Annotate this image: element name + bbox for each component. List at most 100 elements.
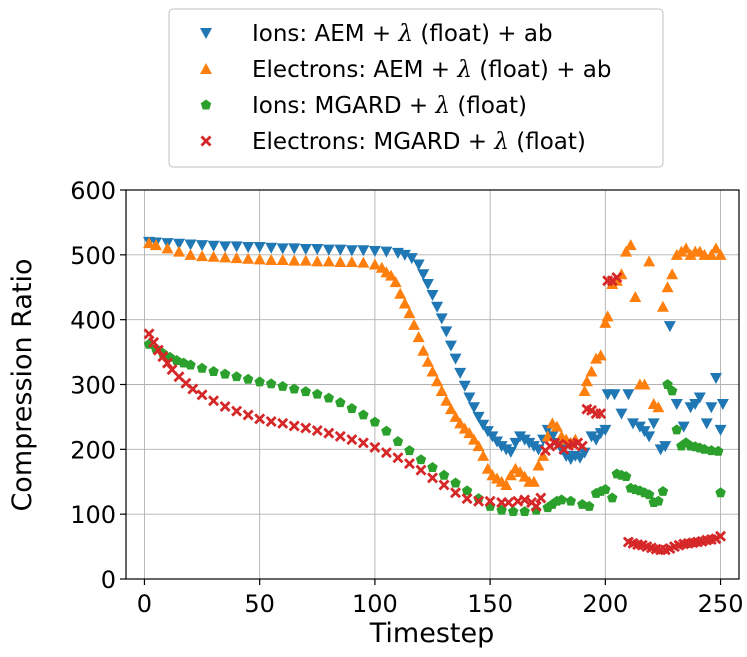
data-point (254, 376, 265, 387)
data-point (357, 437, 369, 449)
data-point (652, 401, 665, 413)
data-point (504, 469, 517, 481)
data-point (594, 349, 607, 361)
data-point (148, 336, 160, 348)
legend-entry-prefix: Ions: AEM + (252, 21, 398, 47)
legend-entry-suffix: (float) (450, 93, 527, 119)
data-point (509, 437, 522, 449)
data-point (300, 386, 311, 397)
data-point (412, 331, 425, 343)
data-point (595, 408, 607, 420)
data-point (477, 449, 490, 461)
data-point (484, 495, 496, 507)
data-point (535, 492, 547, 504)
data-point (576, 440, 588, 452)
x-tick-label: 0 (137, 590, 152, 618)
axis-ticks: 0 50 100 150 200 250 0 100 200 300 400 500 600 (70, 177, 743, 618)
data-point (405, 253, 418, 265)
data-point (461, 493, 473, 505)
data-point (670, 398, 683, 410)
data-point (705, 248, 718, 260)
data-point (496, 504, 507, 515)
data-point (657, 485, 669, 496)
data-point (622, 389, 635, 401)
data-point (173, 245, 186, 257)
data-point (601, 310, 614, 322)
data-point (620, 245, 633, 257)
data-point (265, 415, 277, 427)
data-point (556, 494, 567, 505)
data-point (537, 449, 550, 461)
data-point (608, 389, 621, 401)
data-point (532, 459, 545, 471)
lambda-symbol: λ (456, 57, 472, 83)
data-point (599, 316, 612, 328)
legend-entry-1: Ions: AEM + λ (float) + ab (252, 21, 553, 47)
data-point (392, 436, 404, 446)
data-point (426, 290, 439, 302)
data-point (435, 384, 448, 396)
legend-marker (200, 99, 212, 110)
data-point (311, 425, 323, 437)
data-point (299, 243, 312, 255)
data-point (519, 494, 531, 506)
data-point (715, 530, 727, 542)
data-point (242, 373, 254, 384)
data-point (666, 268, 679, 280)
data-point (643, 431, 656, 443)
legend-marker (200, 28, 212, 39)
data-point (207, 250, 220, 262)
data-point (449, 353, 462, 365)
data-point (626, 418, 639, 430)
data-point (530, 500, 542, 512)
data-point (253, 253, 266, 265)
x-tick-label: 200 (582, 590, 628, 618)
data-point (607, 492, 618, 503)
data-point (276, 243, 289, 255)
data-point (346, 434, 358, 446)
y-tick-label: 400 (70, 307, 116, 335)
data-point (161, 242, 174, 254)
data-point (276, 254, 289, 266)
y-tick-label: 300 (70, 372, 116, 400)
data-point (629, 290, 642, 302)
data-point (253, 242, 266, 254)
x-tick-label: 250 (698, 590, 744, 618)
data-point (208, 366, 219, 376)
data-point (454, 367, 467, 379)
data-point (638, 378, 651, 390)
data-point (289, 383, 300, 394)
data-point (611, 272, 623, 284)
data-point (550, 420, 563, 432)
data-point (426, 365, 439, 377)
data-point (435, 313, 448, 325)
data-point (184, 239, 197, 251)
data-point (357, 245, 370, 257)
data-point (334, 430, 346, 442)
data-point (600, 484, 611, 494)
data-point (288, 420, 300, 432)
data-point (412, 259, 425, 271)
data-point (427, 461, 438, 472)
data-point (380, 447, 392, 459)
data-point (345, 245, 358, 257)
legend-entry-3: Ions: MGARD + λ (float) (252, 93, 527, 119)
data-point (311, 255, 324, 267)
data-point (624, 239, 637, 251)
data-point (335, 397, 346, 408)
data-point (507, 506, 519, 517)
data-point (715, 487, 726, 498)
data-point (599, 424, 612, 436)
data-point (449, 410, 462, 422)
data-point (503, 496, 515, 508)
data-point (421, 355, 434, 367)
data-point (311, 243, 324, 255)
legend-entry-prefix: Electrons: MGARD + (252, 129, 494, 155)
data-point (242, 242, 255, 254)
data-point (185, 359, 196, 370)
data-point (334, 244, 347, 256)
data-point (716, 398, 729, 410)
data-point (431, 375, 444, 387)
data-point (389, 276, 402, 288)
data-point (392, 452, 404, 464)
